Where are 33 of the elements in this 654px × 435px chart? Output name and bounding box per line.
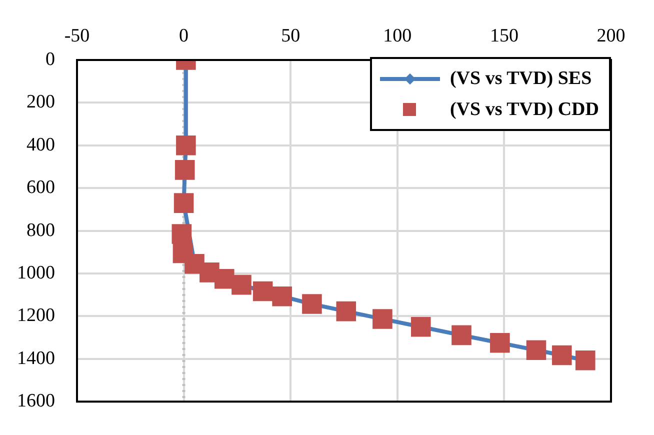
- point: [372, 309, 392, 329]
- y-tick-label: 1200: [17, 305, 55, 326]
- legend-label: (VS vs TVD) CDD: [450, 98, 599, 122]
- y-tick-label: 0: [46, 48, 55, 70]
- point: [174, 160, 195, 180]
- x-tick-label: 150: [490, 26, 518, 47]
- x-tick-label: -50: [64, 26, 90, 47]
- y-tick-label: 1000: [17, 262, 55, 284]
- x-tick-label: 100: [383, 26, 412, 47]
- point: [336, 301, 356, 322]
- y-tick-label: 400: [26, 134, 55, 156]
- y-tick-label: 200: [26, 92, 55, 113]
- point: [176, 136, 196, 156]
- point: [552, 345, 572, 366]
- point: [526, 340, 546, 360]
- point: [490, 332, 510, 353]
- y-tick-label: 1600: [17, 390, 55, 412]
- point: [452, 325, 472, 346]
- x-tick-label: 0: [179, 26, 189, 47]
- point: [252, 281, 273, 302]
- x-tick-label: 50: [281, 26, 300, 47]
- point: [172, 224, 192, 244]
- point: [410, 316, 431, 337]
- point: [232, 274, 252, 295]
- point: [302, 294, 322, 314]
- x-tick-label: 200: [596, 26, 626, 47]
- y-tick-label: 600: [26, 177, 55, 198]
- point: [575, 350, 596, 370]
- point: [272, 286, 292, 306]
- point: [174, 193, 194, 213]
- legend-label: (VS vs TVD) SES: [450, 67, 592, 91]
- y-tick-label: 1400: [17, 348, 55, 369]
- y-tick-label: 800: [26, 220, 55, 241]
